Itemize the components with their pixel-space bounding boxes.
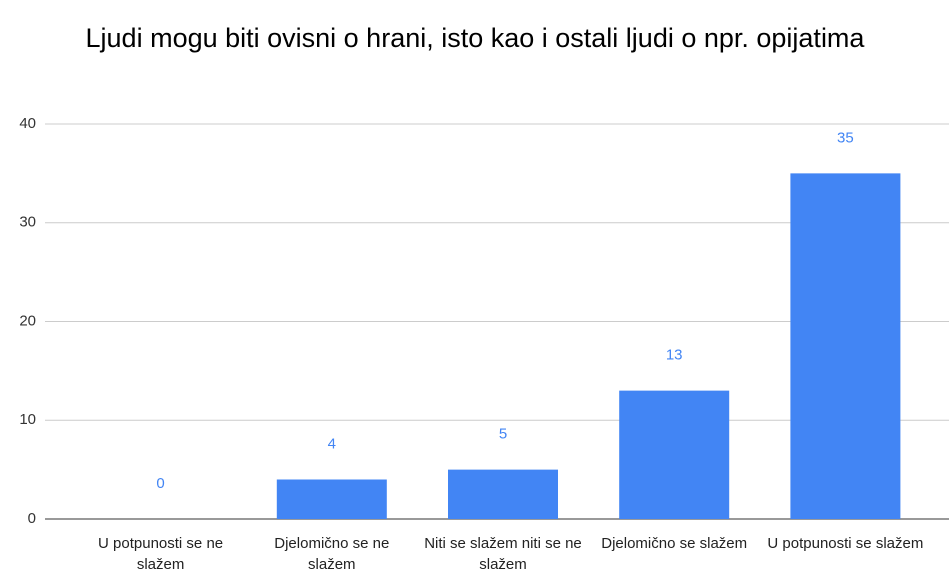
x-tick-label: Niti se slažem niti se ne slažem [424,535,582,573]
value-label: 35 [837,129,854,146]
x-tick-label: U potpunosti se ne slažem [98,535,224,573]
bar [276,479,387,519]
y-tick-label: 30 [19,214,36,231]
x-tick-label: Djelomično se ne slažem [274,535,390,573]
value-label: 13 [666,347,683,364]
x-tick-label: U potpunosti se slažem [767,535,924,552]
value-label: 0 [156,475,164,492]
y-tick-label: 20 [19,312,36,329]
y-tick-label: 0 [28,510,36,527]
y-tick-label: 10 [19,411,36,428]
value-label: 5 [499,426,507,443]
bar [619,390,730,519]
x-tick-label: Djelomično se slažem [601,535,748,552]
y-tick-label: 40 [19,115,36,132]
bar [790,173,901,519]
chart-title: Ljudi mogu biti ovisni o hrani, isto kao… [85,23,865,53]
value-label: 4 [328,435,336,452]
bar [448,469,558,519]
